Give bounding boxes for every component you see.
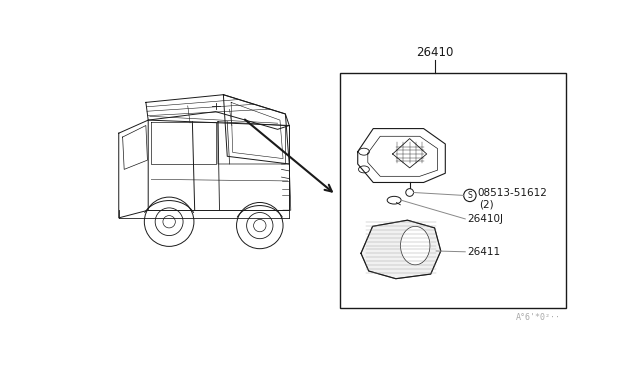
- Text: S: S: [467, 191, 472, 200]
- Bar: [340, 73, 566, 308]
- Polygon shape: [361, 220, 441, 279]
- Text: (2): (2): [479, 200, 494, 210]
- Text: 08513-51612: 08513-51612: [477, 188, 547, 198]
- Text: A°6'*0²··: A°6'*0²··: [515, 313, 561, 322]
- Ellipse shape: [401, 226, 430, 265]
- Text: 26411: 26411: [467, 247, 500, 257]
- Text: 26410J: 26410J: [467, 214, 503, 224]
- Text: 26410: 26410: [417, 46, 454, 60]
